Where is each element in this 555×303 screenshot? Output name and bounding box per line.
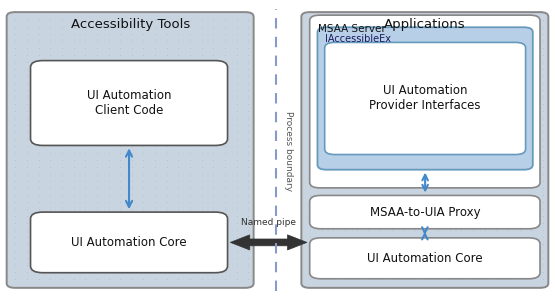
FancyBboxPatch shape: [310, 238, 540, 279]
FancyBboxPatch shape: [7, 12, 254, 288]
FancyBboxPatch shape: [317, 27, 533, 170]
Text: MSAA-to-UIA Proxy: MSAA-to-UIA Proxy: [370, 206, 480, 218]
FancyBboxPatch shape: [325, 42, 526, 155]
Text: IAccessibleEx: IAccessibleEx: [325, 34, 391, 45]
Text: UI Automation
Client Code: UI Automation Client Code: [87, 89, 171, 117]
FancyBboxPatch shape: [310, 195, 540, 229]
FancyBboxPatch shape: [310, 15, 540, 188]
Text: UI Automation Core: UI Automation Core: [367, 252, 483, 265]
Text: Named pipe: Named pipe: [241, 218, 296, 227]
Text: MSAA Server: MSAA Server: [318, 24, 386, 34]
FancyBboxPatch shape: [301, 12, 548, 288]
Text: UI Automation Core: UI Automation Core: [71, 236, 187, 249]
Text: Applications: Applications: [384, 18, 466, 31]
Text: Process boundary: Process boundary: [284, 112, 292, 191]
FancyBboxPatch shape: [31, 212, 228, 273]
Text: UI Automation
Provider Interfaces: UI Automation Provider Interfaces: [370, 85, 481, 112]
Text: Accessibility Tools: Accessibility Tools: [70, 18, 190, 31]
Polygon shape: [230, 235, 307, 250]
FancyBboxPatch shape: [31, 61, 228, 145]
